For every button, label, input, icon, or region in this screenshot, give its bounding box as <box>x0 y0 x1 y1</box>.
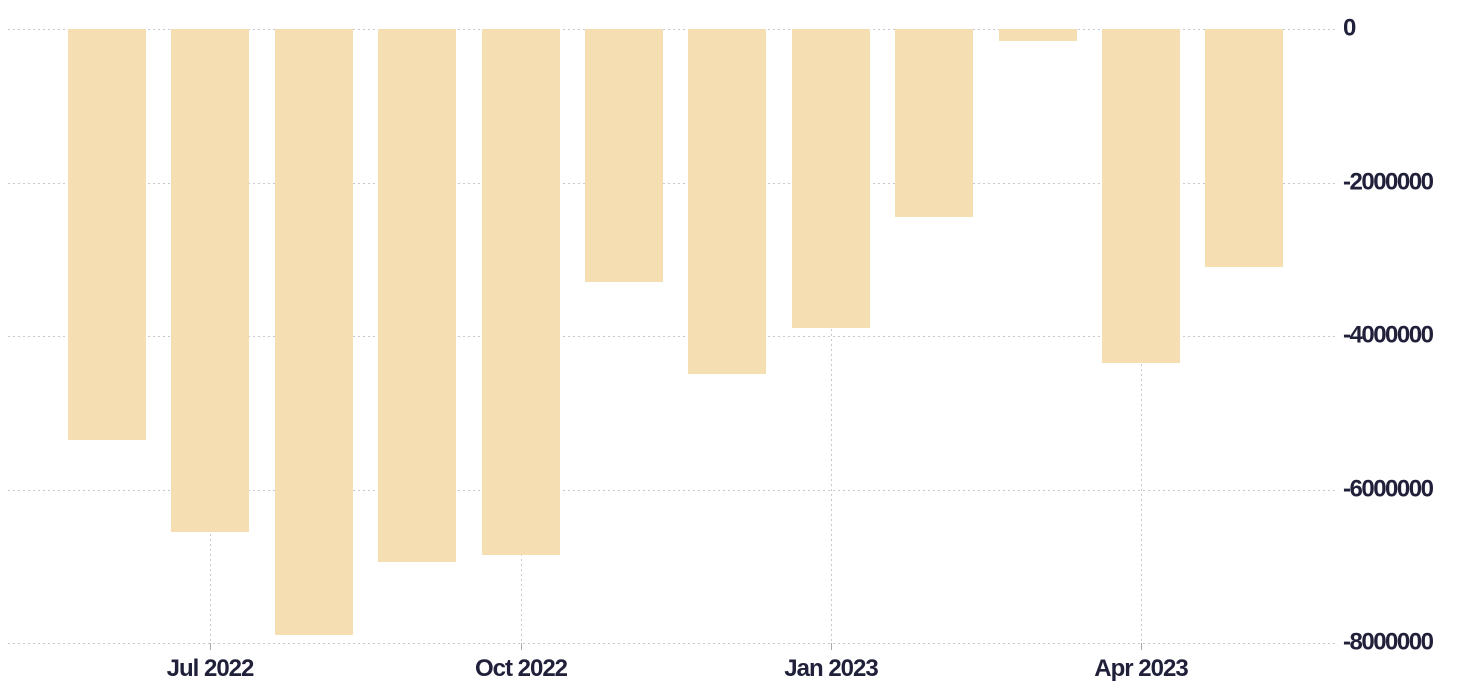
x-axis-label: Jul 2022 <box>166 655 255 682</box>
vertical-gridline <box>831 29 832 643</box>
horizontal-gridline <box>8 29 1338 30</box>
bar-jun-2022[interactable] <box>68 29 146 440</box>
x-axis-label: Jan 2023 <box>784 655 878 682</box>
bar-may-2023[interactable] <box>1205 29 1283 267</box>
horizontal-gridline <box>8 643 1338 644</box>
y-axis-label: 0 <box>1343 14 1356 42</box>
x-axis-tick <box>521 643 522 650</box>
y-axis-label: -6000000 <box>1343 475 1434 503</box>
bar-aug-2022[interactable] <box>275 29 353 635</box>
bar-dec-2022[interactable] <box>688 29 766 374</box>
horizontal-gridline <box>8 490 1338 491</box>
bar-feb-2023[interactable] <box>895 29 973 217</box>
bar-mar-2023[interactable] <box>999 29 1077 41</box>
bar-oct-2022[interactable] <box>482 29 560 555</box>
y-axis-label: -4000000 <box>1343 321 1434 349</box>
x-axis-tick <box>831 643 832 650</box>
x-axis-tick <box>210 643 211 650</box>
bar-apr-2023[interactable] <box>1102 29 1180 363</box>
x-axis-label: Apr 2023 <box>1094 655 1188 682</box>
plot-area <box>8 29 1338 644</box>
bar-jan-2023[interactable] <box>792 29 870 328</box>
horizontal-gridline <box>8 183 1338 184</box>
bar-sep-2022[interactable] <box>378 29 456 562</box>
horizontal-gridline <box>8 336 1338 337</box>
x-axis-label: Oct 2022 <box>474 655 568 682</box>
y-axis-label: -8000000 <box>1343 628 1434 656</box>
x-axis-tick <box>1141 643 1142 650</box>
bar-nov-2022[interactable] <box>585 29 663 282</box>
y-axis-label: -2000000 <box>1343 168 1434 196</box>
bar-jul-2022[interactable] <box>171 29 249 532</box>
